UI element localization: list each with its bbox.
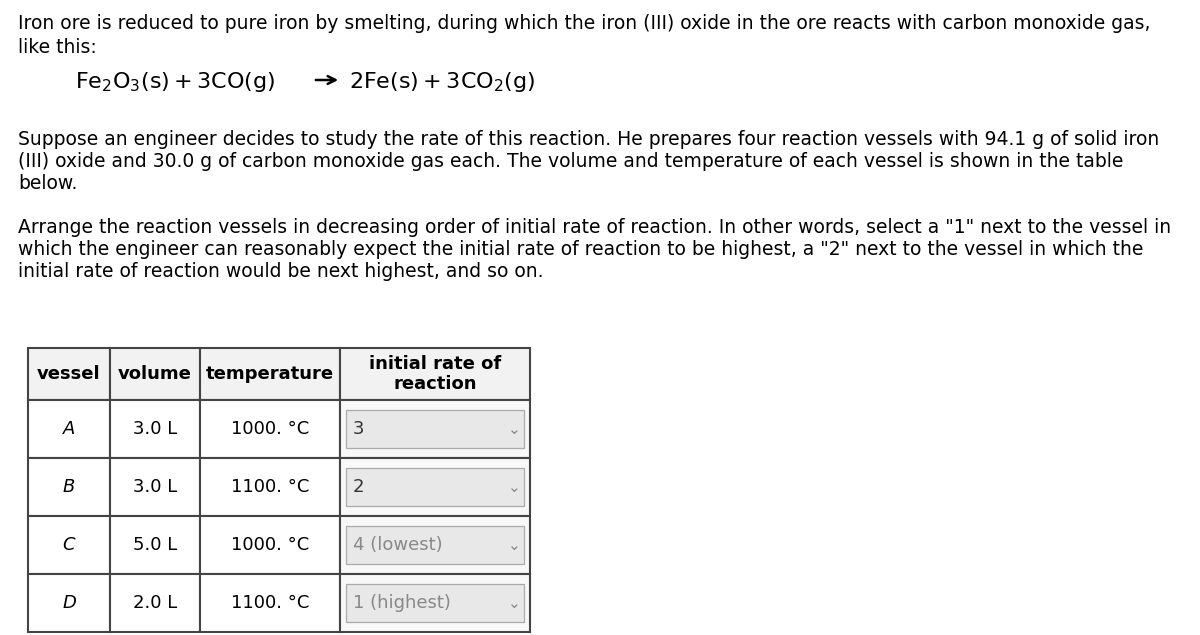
Text: 2.0 L: 2.0 L — [133, 594, 178, 612]
Text: initial rate of reaction would be next highest, and so on.: initial rate of reaction would be next h… — [18, 262, 544, 281]
Text: $\mathregular{2Fe(s)+3CO_2(g)}$: $\mathregular{2Fe(s)+3CO_2(g)}$ — [349, 70, 535, 94]
Text: temperature: temperature — [206, 365, 334, 383]
Text: 1100. °C: 1100. °C — [230, 478, 310, 496]
Text: initial rate of
reaction: initial rate of reaction — [368, 354, 502, 394]
Bar — [340, 574, 530, 632]
Bar — [346, 526, 524, 564]
Text: Arrange the reaction vessels in decreasing order of initial rate of reaction. In: Arrange the reaction vessels in decreasi… — [18, 218, 1171, 237]
Text: 1 (highest): 1 (highest) — [353, 594, 451, 612]
Text: (III) oxide and 30.0 g of carbon monoxide gas each. The volume and temperature o: (III) oxide and 30.0 g of carbon monoxid… — [18, 152, 1123, 171]
Text: B: B — [62, 478, 76, 496]
Bar — [346, 468, 524, 506]
Bar — [200, 574, 340, 632]
Text: vessel: vessel — [37, 365, 101, 383]
Text: 1100. °C: 1100. °C — [230, 594, 310, 612]
Text: which the engineer can reasonably expect the initial rate of reaction to be high: which the engineer can reasonably expect… — [18, 240, 1144, 259]
Bar — [346, 584, 524, 622]
Bar — [200, 400, 340, 458]
Text: 1000. °C: 1000. °C — [230, 536, 310, 554]
Bar — [28, 458, 110, 516]
Text: 2: 2 — [353, 478, 365, 496]
Text: 5.0 L: 5.0 L — [133, 536, 178, 554]
Text: ⌄: ⌄ — [508, 479, 521, 495]
Text: below.: below. — [18, 174, 77, 193]
Bar — [200, 516, 340, 574]
Bar — [340, 400, 530, 458]
Text: 1000. °C: 1000. °C — [230, 420, 310, 438]
Bar — [340, 516, 530, 574]
Text: Suppose an engineer decides to study the rate of this reaction. He prepares four: Suppose an engineer decides to study the… — [18, 130, 1159, 149]
Bar — [110, 574, 200, 632]
Bar — [200, 458, 340, 516]
Bar — [346, 410, 524, 448]
Text: like this:: like this: — [18, 38, 97, 57]
Text: 3.0 L: 3.0 L — [133, 478, 178, 496]
Bar — [110, 516, 200, 574]
Text: D: D — [62, 594, 76, 612]
Bar — [28, 348, 110, 400]
Text: Iron ore is reduced to pure iron by smelting, during which the iron (III) oxide : Iron ore is reduced to pure iron by smel… — [18, 14, 1151, 33]
Text: 3.0 L: 3.0 L — [133, 420, 178, 438]
Bar — [110, 458, 200, 516]
Bar — [28, 400, 110, 458]
Bar — [340, 458, 530, 516]
Bar — [28, 516, 110, 574]
Text: ⌄: ⌄ — [508, 537, 521, 552]
Bar — [110, 400, 200, 458]
Text: ⌄: ⌄ — [508, 596, 521, 610]
Bar — [340, 348, 530, 400]
Bar — [110, 348, 200, 400]
Text: C: C — [62, 536, 76, 554]
Text: A: A — [62, 420, 76, 438]
Bar — [28, 574, 110, 632]
Text: 4 (lowest): 4 (lowest) — [353, 536, 443, 554]
Text: volume: volume — [118, 365, 192, 383]
Text: 3: 3 — [353, 420, 365, 438]
Text: $\mathregular{Fe_2O_3(s)+3CO(g)}$: $\mathregular{Fe_2O_3(s)+3CO(g)}$ — [74, 70, 276, 94]
Bar — [200, 348, 340, 400]
Text: ⌄: ⌄ — [508, 422, 521, 436]
